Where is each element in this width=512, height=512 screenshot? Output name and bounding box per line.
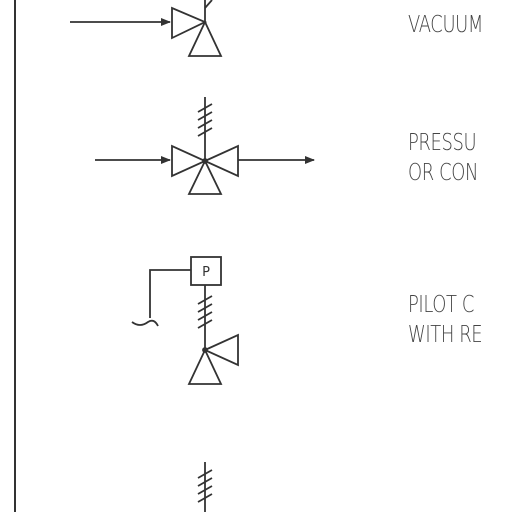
pilot-line-tail: [131, 319, 159, 327]
stem-pivot: [202, 158, 208, 164]
stem-pivot: [202, 347, 208, 353]
pressure-valve-label: PRESSU OR CON: [408, 128, 478, 188]
label-line-1: PRESSU: [408, 130, 477, 156]
vacuum-valve-symbol: [70, 0, 223, 57]
pilot-box-letter: P: [202, 265, 210, 280]
valve-body-left: [171, 6, 208, 40]
valve-body-left: [171, 144, 208, 178]
spring-hatch-marks: [197, 295, 213, 329]
partial-valve-symbol: [197, 462, 213, 512]
valve-body-bottom: [187, 347, 223, 385]
pressure-valve-symbol: [95, 97, 315, 195]
pilot-line: [149, 269, 191, 318]
spring-hatch-marks: [197, 103, 213, 137]
valve-body-right: [202, 333, 239, 367]
label-line-1: VACUUM: [408, 12, 484, 38]
pilot-valve-symbol: [131, 256, 239, 385]
spring-hatch-marks: [197, 469, 213, 503]
valve-body-bottom: [187, 158, 223, 195]
valve-body-right: [202, 144, 239, 178]
valve-body-bottom: [187, 19, 223, 57]
stem-hatch: [204, 0, 213, 9]
vacuum-valve-label: VACUUM: [408, 10, 483, 40]
pilot-box: [190, 256, 222, 286]
label-line-1: PILOT C: [408, 292, 475, 318]
label-line-2: OR CON: [408, 160, 479, 186]
label-line-2: WITH RE: [408, 322, 483, 348]
pilot-valve-label: PILOT C WITH RE: [408, 290, 483, 350]
